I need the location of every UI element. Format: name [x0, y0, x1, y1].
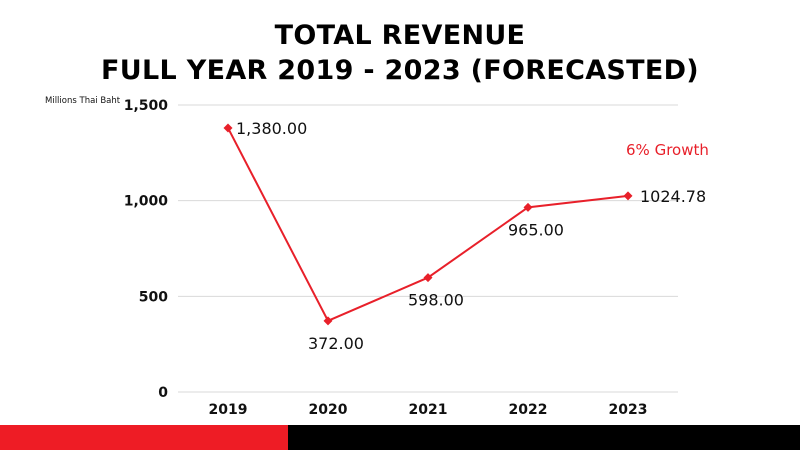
chart-title-line1: TOTAL REVENUE: [274, 20, 526, 51]
footer-bar-red: [0, 425, 288, 450]
data-label: 598.00: [408, 291, 464, 310]
data-label: 1,380.00: [236, 119, 307, 138]
y-tick-label: 0: [158, 385, 168, 401]
data-point: [423, 273, 433, 283]
data-label: 1024.78: [640, 187, 706, 206]
data-label: 965.00: [508, 220, 564, 239]
data-point: [323, 316, 333, 326]
data-markers: [223, 123, 633, 326]
footer-bar: [0, 425, 800, 450]
chart-title: TOTAL REVENUE FULL YEAR 2019 - 2023 (FOR…: [0, 18, 800, 88]
x-tick-label: 2023: [609, 402, 648, 418]
x-tick-label: 2019: [209, 402, 248, 418]
y-tick-label: 500: [139, 289, 168, 305]
y-tick-label: 1,500: [124, 98, 169, 114]
y-unit-label: Millions Thai Baht: [45, 96, 121, 106]
data-label: 372.00: [308, 334, 364, 353]
chart-title-line2: FULL YEAR 2019 - 2023 (FORECASTED): [101, 55, 699, 86]
growth-annotation: 6% Growth: [626, 141, 709, 159]
data-point: [523, 202, 533, 212]
data-labels: 1,380.00 372.00 598.00 965.00 1024.78: [236, 119, 706, 353]
y-axis-ticks: 0 500 1,000 1,500: [124, 98, 169, 401]
x-axis-ticks: 2019 2020 2021 2022 2023: [209, 402, 648, 418]
data-point: [223, 123, 233, 133]
y-tick-label: 1,000: [124, 194, 169, 210]
footer-bar-black: [288, 425, 800, 450]
data-point: [623, 191, 633, 201]
x-tick-label: 2022: [509, 402, 548, 418]
gridlines: [178, 104, 678, 393]
x-tick-label: 2020: [309, 402, 348, 418]
x-tick-label: 2021: [409, 402, 448, 418]
